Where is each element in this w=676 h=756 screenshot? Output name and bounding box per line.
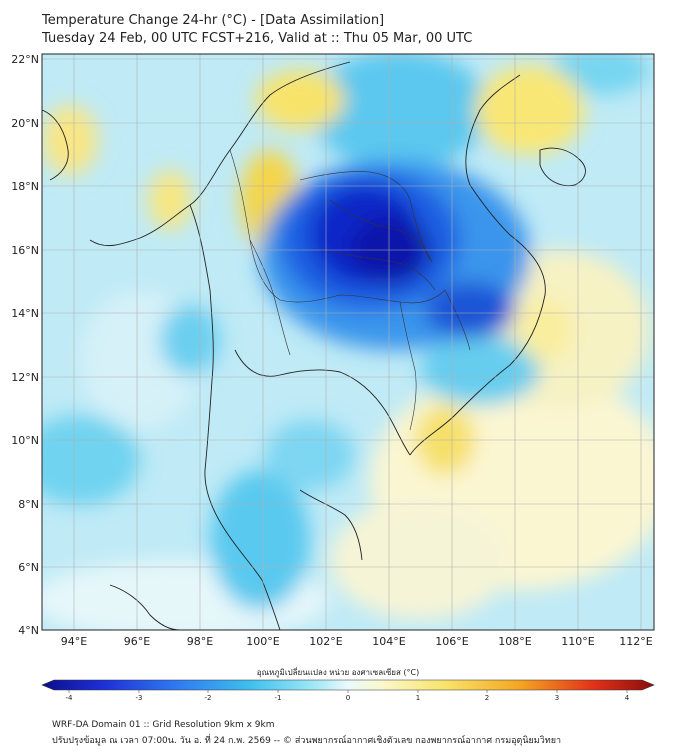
graticule [42, 54, 654, 630]
lon-label: 94°E [61, 635, 87, 648]
colorbar-title: อุณหภูมิเปลี่ยนแปลง หน่วย องศาเซลเซียส (… [256, 668, 420, 677]
footer-domain-info: WRF-DA Domain 01 :: Grid Resolution 9km … [52, 720, 275, 730]
map-subtitle: Tuesday 24 Feb, 00 UTC FCST+216, Valid a… [42, 31, 473, 46]
lat-label: 20°N [11, 117, 39, 130]
lon-label: 108°E [498, 635, 531, 648]
lat-label: 6°N [18, 561, 39, 574]
map-title: Temperature Change 24-hr (°C) - [Data As… [42, 13, 385, 28]
lon-label: 98°E [187, 635, 213, 648]
lat-label: 10°N [11, 434, 39, 447]
borders [229, 149, 471, 431]
map-frame [41, 53, 655, 631]
colorbar-bar [41, 679, 655, 691]
lon-label: 110°E [561, 635, 594, 648]
lat-label: 12°N [11, 371, 39, 384]
temperature-field [42, 54, 654, 630]
longitude-axis: 94°E 96°E 98°E 100°E 102°E 104°E 106°E 1… [61, 635, 653, 648]
lon-label: 100°E [246, 635, 279, 648]
colorbar-tick: 0 [346, 694, 350, 702]
lat-label: 4°N [18, 624, 39, 637]
lon-label: 102°E [309, 635, 342, 648]
latitude-axis: 22°N 20°N 18°N 16°N 14°N 12°N 10°N 8°N 6… [11, 53, 39, 637]
lat-label: 18°N [11, 180, 39, 193]
colorbar-tick: 4 [625, 694, 630, 702]
lat-label: 22°N [11, 53, 39, 66]
colorbar-tick: -3 [136, 694, 143, 702]
colorbar-tick: -1 [275, 694, 282, 702]
colorbar-tick: -2 [205, 694, 212, 702]
lat-label: 14°N [11, 307, 39, 320]
lon-label: 96°E [124, 635, 150, 648]
lat-label: 8°N [18, 498, 39, 511]
colorbar-tick: 3 [555, 694, 559, 702]
colorbar-tick: 2 [485, 694, 489, 702]
coastlines [42, 61, 586, 630]
lon-label: 106°E [435, 635, 468, 648]
lat-label: 16°N [11, 244, 39, 257]
colorbar: -4 -3 -2 -1 0 1 2 3 4 [41, 679, 655, 702]
footer-credit: ปรับปรุงข้อมูล ณ เวลา 07:00น. วัน อ. ที่… [52, 736, 562, 746]
colorbar-tick: -4 [66, 694, 74, 702]
lon-label: 112°E [619, 635, 652, 648]
lon-label: 104°E [372, 635, 405, 648]
colorbar-tick: 1 [416, 694, 420, 702]
